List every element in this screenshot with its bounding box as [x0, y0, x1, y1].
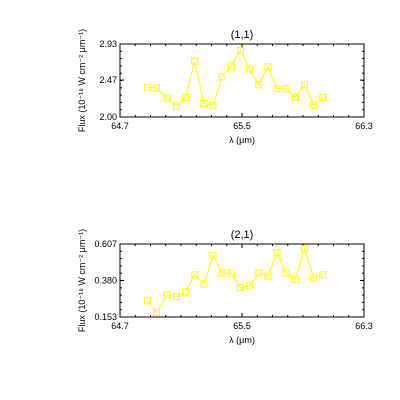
y-tick-label: 2.93: [99, 39, 117, 49]
series-line: [147, 49, 324, 107]
data-point: [163, 94, 171, 102]
data-point: [209, 251, 217, 259]
data-point: [182, 93, 190, 101]
data-point: [301, 245, 309, 253]
data-point: [291, 275, 299, 283]
data-point: [319, 271, 327, 279]
data-point: [153, 308, 161, 316]
x-tick-label: 65.5: [233, 121, 251, 131]
data-point: [273, 249, 281, 257]
data-point: [255, 81, 263, 89]
x-tick-label: 65.5: [233, 321, 251, 331]
x-tick-label: 64.7: [111, 121, 129, 131]
y-tick-label: 0.607: [94, 239, 117, 249]
plot-frame: [119, 243, 365, 318]
data-point: [264, 63, 272, 71]
series-line: [147, 247, 323, 314]
data-point: [218, 269, 226, 277]
data-point: [227, 62, 235, 70]
x-tick-label: 66.3: [355, 321, 373, 331]
data-point: [282, 269, 290, 277]
data-point: [264, 272, 272, 280]
data-point: [191, 271, 199, 279]
data-point: [273, 85, 281, 93]
chart-title: (2,1): [231, 229, 254, 241]
data-point: [143, 83, 151, 91]
chart-panel-1: (1,1) 64.7 65.5 66.3 2.00 2.47 2.93 λ (μm) Flux …: [77, 29, 373, 145]
data-point: [310, 274, 318, 282]
data-point: [172, 102, 180, 110]
data-point: [163, 291, 171, 299]
data-point: [218, 73, 226, 81]
data-point: [182, 288, 190, 296]
data-point: [143, 297, 151, 305]
data-point: [200, 280, 208, 288]
data-point: [255, 269, 263, 277]
data-point: [209, 101, 217, 109]
data-point: [301, 81, 309, 89]
y-tick-label: 2.00: [99, 112, 117, 122]
y-axis-label: Flux (10⁻¹⁸ W cm⁻² μm⁻¹): [77, 229, 87, 332]
y-tick-label: 0.153: [94, 312, 117, 322]
data-point: [236, 283, 244, 291]
y-tick-label: 2.47: [99, 75, 117, 85]
x-tick-label: 66.3: [355, 121, 373, 131]
x-axis-label: λ (μm): [229, 135, 255, 145]
data-point: [200, 100, 208, 108]
x-axis-label: λ (μm): [229, 335, 255, 345]
data-point: [236, 46, 244, 54]
data-point: [246, 65, 254, 73]
data-point: [153, 84, 161, 92]
data-point: [172, 293, 180, 301]
chart-panel-2: (2,1) 64.7 65.5 66.3 0.153 0.380 0.607 λ (μm) Fl…: [77, 229, 373, 345]
data-point: [319, 93, 327, 101]
data-point: [246, 282, 254, 290]
data-point: [227, 269, 235, 277]
y-tick-label: 0.380: [94, 276, 117, 286]
x-tick-label: 64.7: [111, 321, 129, 331]
chart-title: (1,1): [231, 29, 254, 41]
y-axis-label: Flux (10⁻¹⁸ W cm⁻² μm⁻¹): [77, 29, 87, 132]
plot-frame: [119, 43, 365, 118]
data-point: [291, 93, 299, 101]
data-point: [191, 57, 199, 65]
data-point: [282, 85, 290, 93]
data-point: [310, 101, 318, 109]
